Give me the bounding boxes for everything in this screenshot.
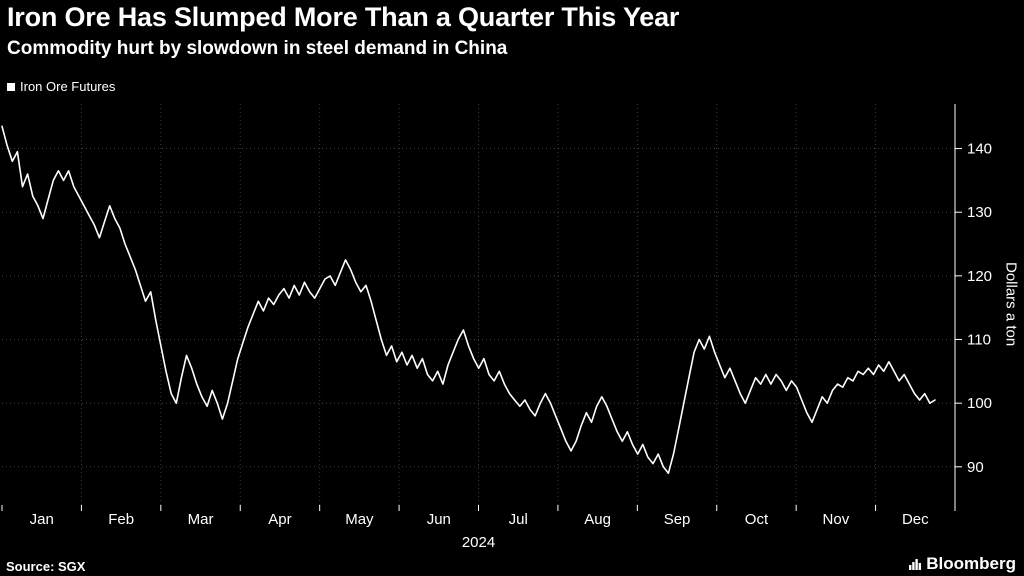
x-year-label: 2024 [462, 534, 495, 551]
legend-label: Iron Ore Futures [20, 79, 116, 94]
y-tick-label: 100 [967, 395, 992, 412]
y-tick-label: 140 [967, 141, 992, 158]
bloomberg-logo: Bloomberg [909, 554, 1016, 574]
x-month-label: Sep [664, 511, 691, 528]
bloomberg-wordmark: Bloomberg [926, 554, 1016, 573]
x-month-label: Jul [509, 511, 528, 528]
x-month-label: Dec [902, 511, 929, 528]
y-axis-title: Dollars a ton [1002, 261, 1020, 347]
iron-ore-line-chart: 90 100 110 120 130 140 Jan Feb Mar Apr May Jun Jul Au… [1, 104, 992, 551]
x-month-label: Apr [268, 511, 291, 528]
y-tick-label: 130 [967, 204, 992, 221]
iron-ore-futures-series-line [1, 125, 936, 475]
y-tick-label: 90 [967, 459, 984, 476]
x-month-label: Aug [584, 511, 611, 528]
legend-square-marker-icon [7, 82, 15, 91]
x-month-label: May [345, 511, 374, 528]
x-month-label: Jun [427, 511, 451, 528]
source-label: Source: SGX [6, 559, 86, 574]
chart-footer: Source: SGX Bloomberg [6, 554, 1016, 574]
y-tick-label: 110 [967, 332, 991, 349]
chart-title: Iron Ore Has Slumped More Than a Quarter… [7, 2, 680, 32]
chart-subtitle: Commodity hurt by slowdown in steel dema… [7, 38, 508, 59]
y-tick-label: 120 [967, 268, 992, 285]
x-month-label: Oct [745, 511, 769, 528]
x-month-label: Mar [188, 511, 214, 528]
x-month-label: Feb [108, 511, 134, 528]
legend: Iron Ore Futures [7, 79, 115, 94]
x-month-label: Nov [823, 511, 850, 528]
bloomberg-bars-icon [909, 558, 922, 570]
x-month-label: Jan [30, 511, 54, 528]
